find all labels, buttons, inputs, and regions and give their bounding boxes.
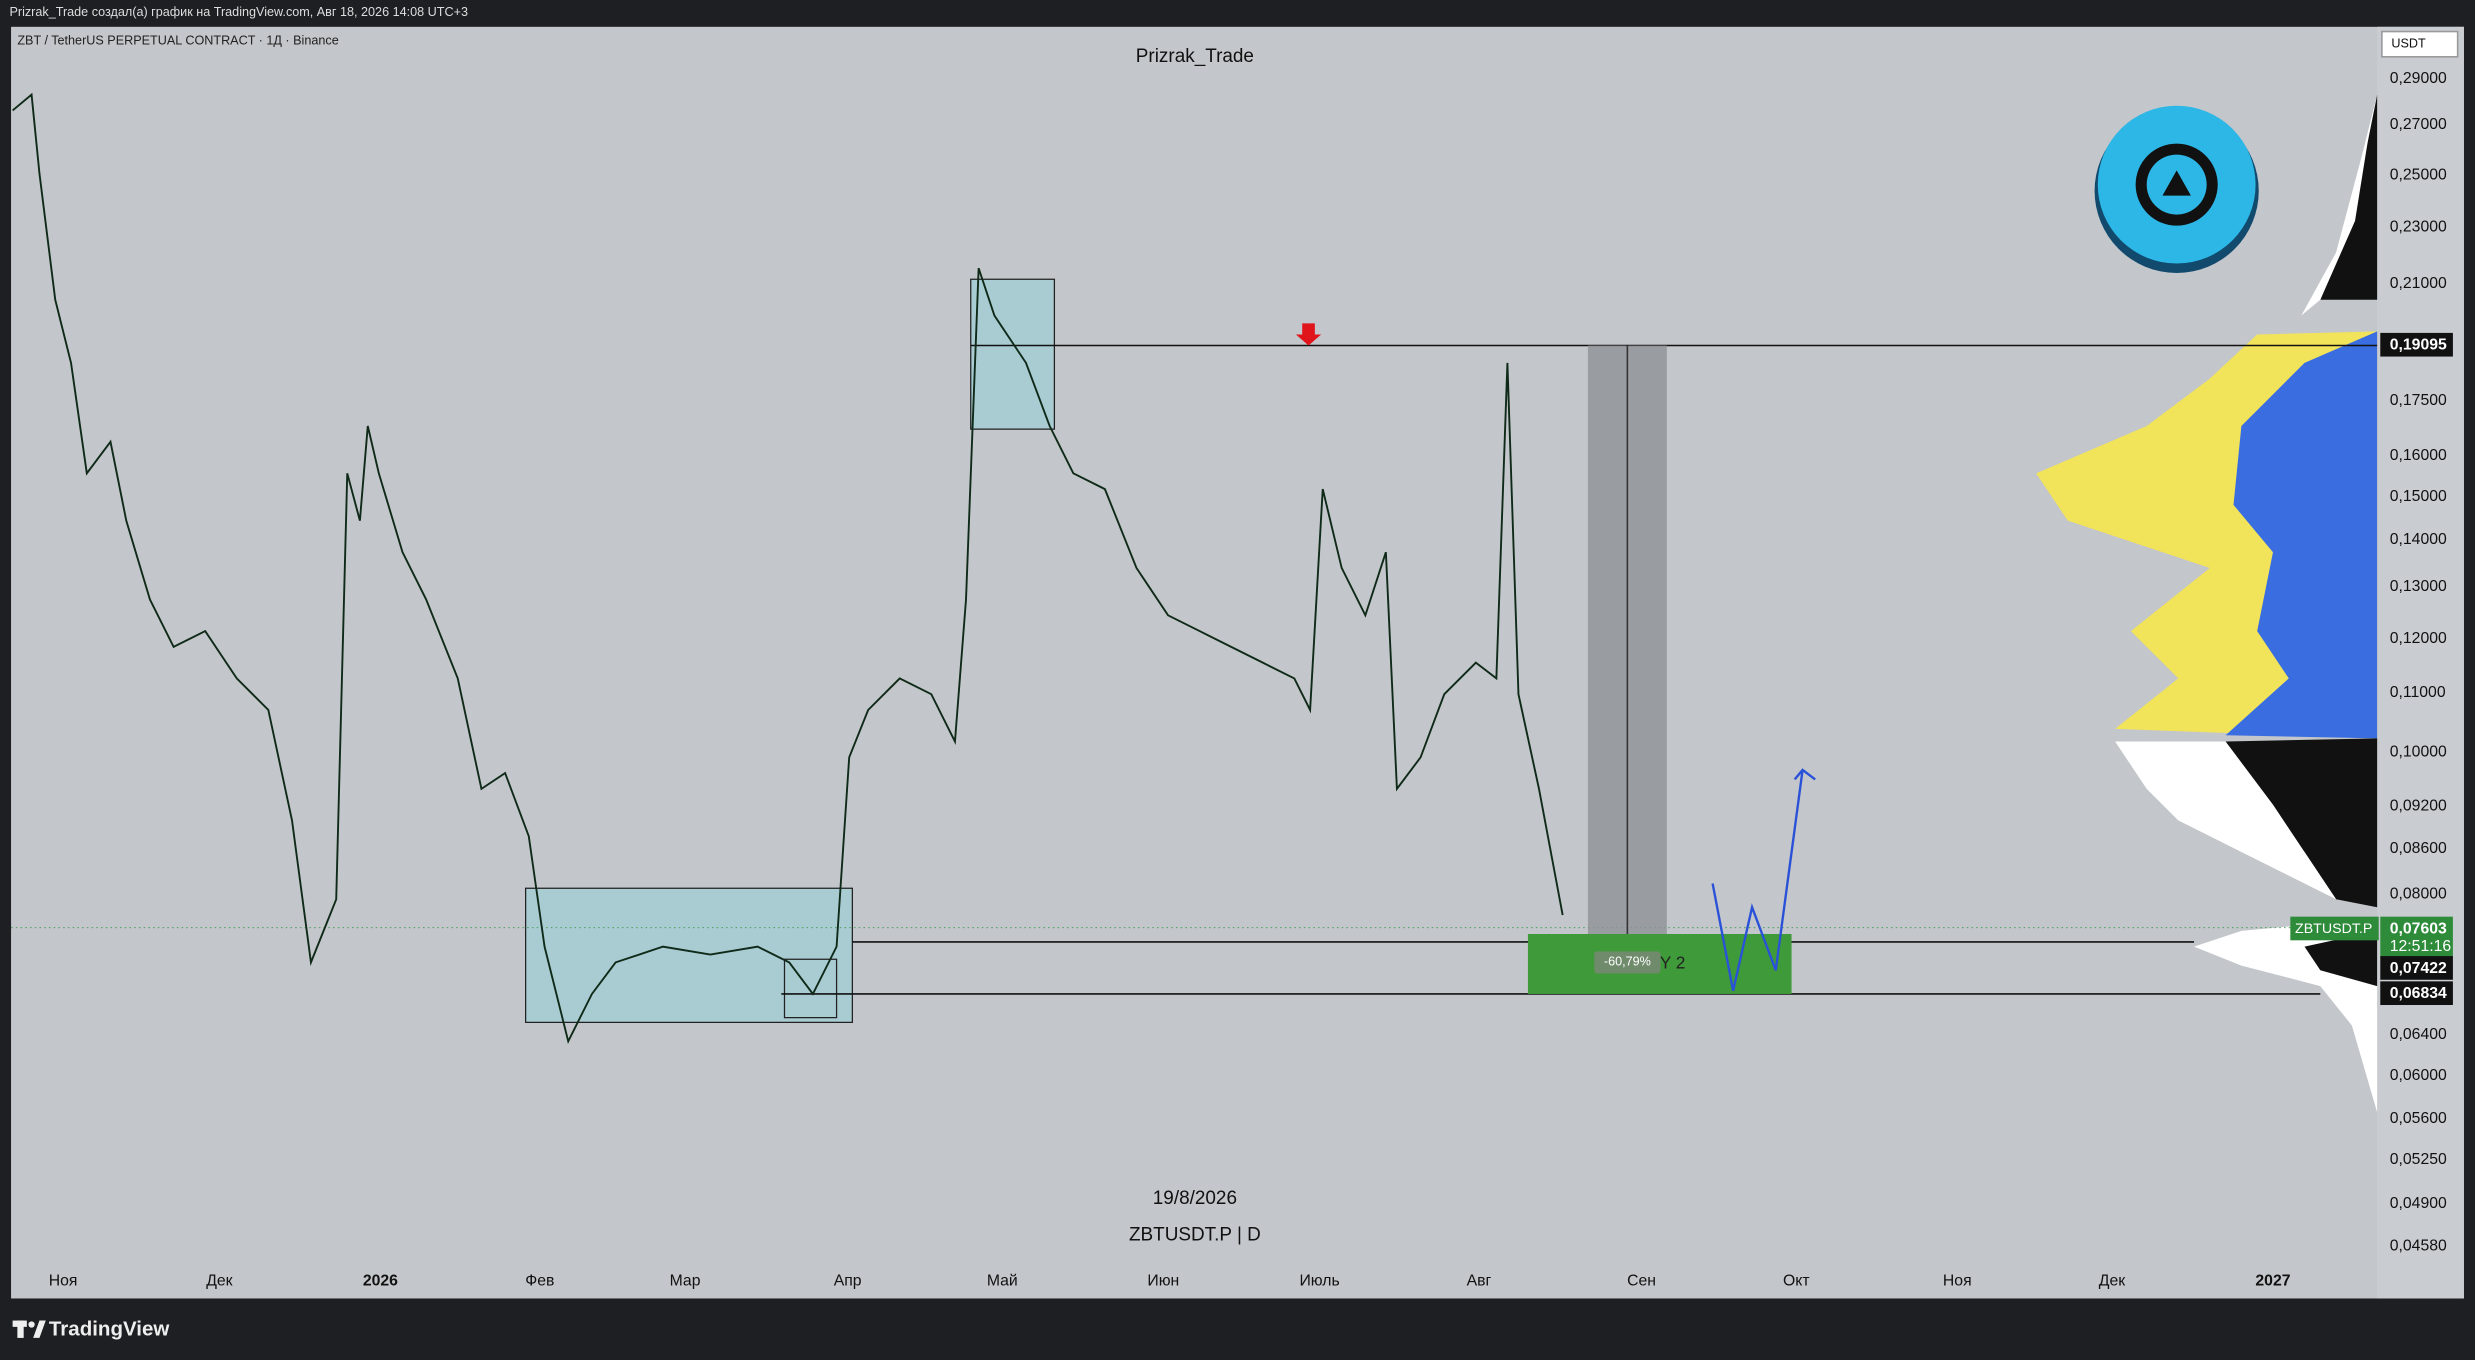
price-tick: 0,12000 xyxy=(2390,630,2447,647)
projection xyxy=(1711,769,1804,992)
price-tick: 0,27000 xyxy=(2390,116,2447,133)
price-tick: 0,10000 xyxy=(2390,744,2447,761)
price-axis: 0,29000 0,27000 0,25000 0,23000 0,21000 … xyxy=(2290,70,2453,1255)
symbol-info: ZBT / TetherUS PERPETUAL CONTRACT · 1Д ·… xyxy=(17,33,338,47)
change-label: -60,79% xyxy=(1604,955,1651,969)
price-tag xyxy=(2380,956,2453,980)
time-tick: Сен xyxy=(1627,1272,1656,1289)
price-tick: 0,08600 xyxy=(2390,840,2447,857)
time-tick: Дек xyxy=(206,1272,232,1289)
sell-arrow xyxy=(1295,323,1322,346)
brand-logo xyxy=(12,1320,46,1338)
countdown: 12:51:16 xyxy=(2390,938,2452,955)
price-tick: 0,09200 xyxy=(2390,797,2447,814)
price-tick: 0,06000 xyxy=(2390,1067,2447,1084)
price-tick: 0,05600 xyxy=(2390,1110,2447,1127)
price-tag xyxy=(2380,916,2453,958)
last-price: 0,07603 xyxy=(2390,920,2447,937)
price-tick: 0,15000 xyxy=(2390,488,2447,505)
time-tick: 2026 xyxy=(363,1272,398,1289)
price-tick: 0,21000 xyxy=(2390,275,2447,292)
time-tick: Дек xyxy=(2099,1272,2125,1289)
range-box xyxy=(970,278,1056,430)
logo xyxy=(2094,105,2259,273)
price-tick: 0,25000 xyxy=(2390,166,2447,183)
time-tick: Мар xyxy=(670,1272,701,1289)
brand: TradingView xyxy=(49,1317,169,1340)
time-tick: Июль xyxy=(1299,1272,1339,1289)
time-tick: Июн xyxy=(1147,1272,1179,1289)
price-tick: 0,16000 xyxy=(2390,447,2447,464)
price-tick: 0,17500 xyxy=(2390,392,2447,409)
time-tick: Авг xyxy=(1467,1272,1492,1289)
author: Prizrak_Trade xyxy=(1136,46,1254,67)
price-tick: 0,08000 xyxy=(2390,886,2447,903)
price-tick: 0,11000 xyxy=(2390,684,2446,701)
price-tick: 0,04580 xyxy=(2390,1238,2447,1255)
price-scale xyxy=(2377,26,2464,1299)
time-tick: 2027 xyxy=(2255,1272,2290,1289)
time-tick: Ноя xyxy=(1943,1272,1972,1289)
currency[interactable]: USDT xyxy=(2391,37,2426,51)
projection-arrow xyxy=(1793,768,1816,781)
price-tick: 0,19095 xyxy=(2390,337,2447,354)
price-tick: 0,06400 xyxy=(2390,1026,2447,1043)
symbol-tag xyxy=(2290,916,2379,941)
currency-box[interactable] xyxy=(2381,30,2459,58)
time-tick: Окт xyxy=(1783,1272,1810,1289)
price-tag xyxy=(2380,332,2453,357)
price-tick: 0,05250 xyxy=(2390,1151,2447,1168)
price-tick: 0,14000 xyxy=(2390,531,2447,548)
time-tick: Ноя xyxy=(49,1272,78,1289)
volume-profile xyxy=(2036,94,2378,1113)
change-box xyxy=(1594,951,1661,974)
top-caption: Prizrak_Trade создал(а) график на Tradin… xyxy=(9,5,468,19)
price-tick: 0,13000 xyxy=(2390,578,2447,595)
price-tick: 0,29000 xyxy=(2390,70,2447,87)
price-tag xyxy=(2380,981,2453,1006)
chart-area xyxy=(11,26,2464,1299)
price-tick: 0,04900 xyxy=(2390,1195,2447,1212)
ticker-label: ZBTUSDT.P | D xyxy=(1129,1224,1261,1245)
time-tick: Апр xyxy=(834,1272,862,1289)
price-tick: 0,07422 xyxy=(2390,960,2447,977)
last-symbol: ZBTUSDT.P xyxy=(2295,921,2372,937)
time-tick: Май xyxy=(987,1272,1018,1289)
price-tick: 0,23000 xyxy=(2390,218,2447,235)
time-axis: Ноя Дек 2026 Фев Мар Апр Май Июн Июль Ав… xyxy=(49,1272,2291,1289)
price-line xyxy=(12,92,1564,1045)
date-label: 19/8/2026 xyxy=(1153,1188,1237,1209)
price-tick: 0,06834 xyxy=(2390,985,2447,1002)
time-tick: Фев xyxy=(525,1272,554,1289)
